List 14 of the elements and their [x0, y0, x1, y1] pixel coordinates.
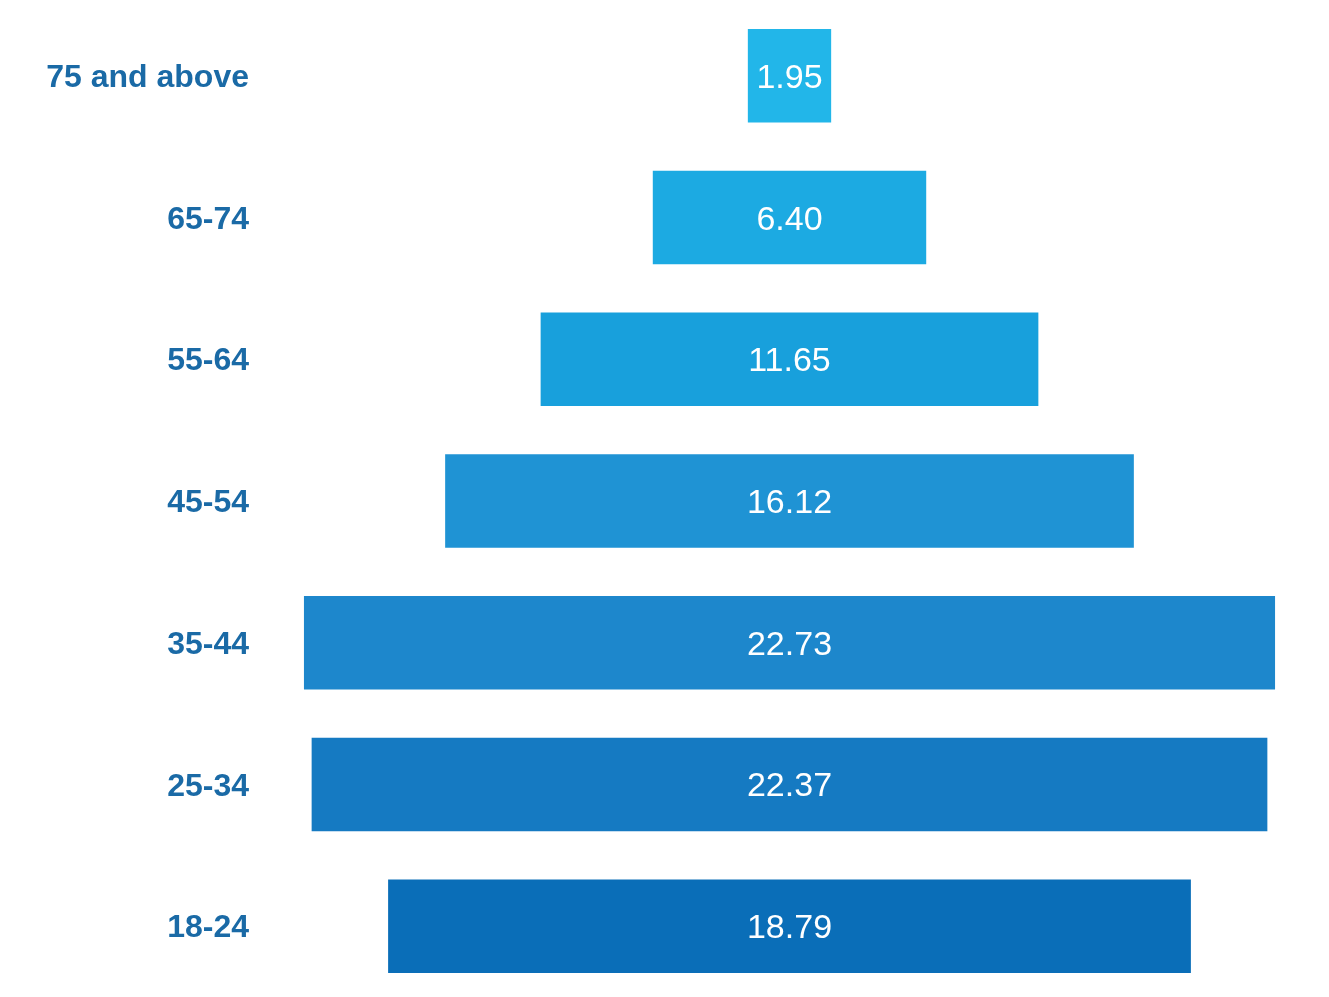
category-label: 55-64 — [167, 341, 250, 378]
category-label: 75 and above — [46, 58, 249, 95]
data-label: 22.37 — [746, 765, 833, 804]
data-label: 18.79 — [746, 907, 833, 946]
data-label: 1.95 — [756, 56, 823, 95]
category-label: 25-34 — [167, 766, 250, 803]
category-label: 18-24 — [167, 908, 250, 945]
data-label: 16.12 — [746, 482, 833, 520]
category-label: 65-74 — [167, 199, 250, 236]
category-label: 35-44 — [167, 624, 250, 661]
data-label: 11.65 — [748, 340, 831, 379]
data-label: 22.73 — [746, 623, 833, 662]
category-label: 45-54 — [167, 483, 250, 520]
data-label: 6.40 — [756, 198, 823, 237]
